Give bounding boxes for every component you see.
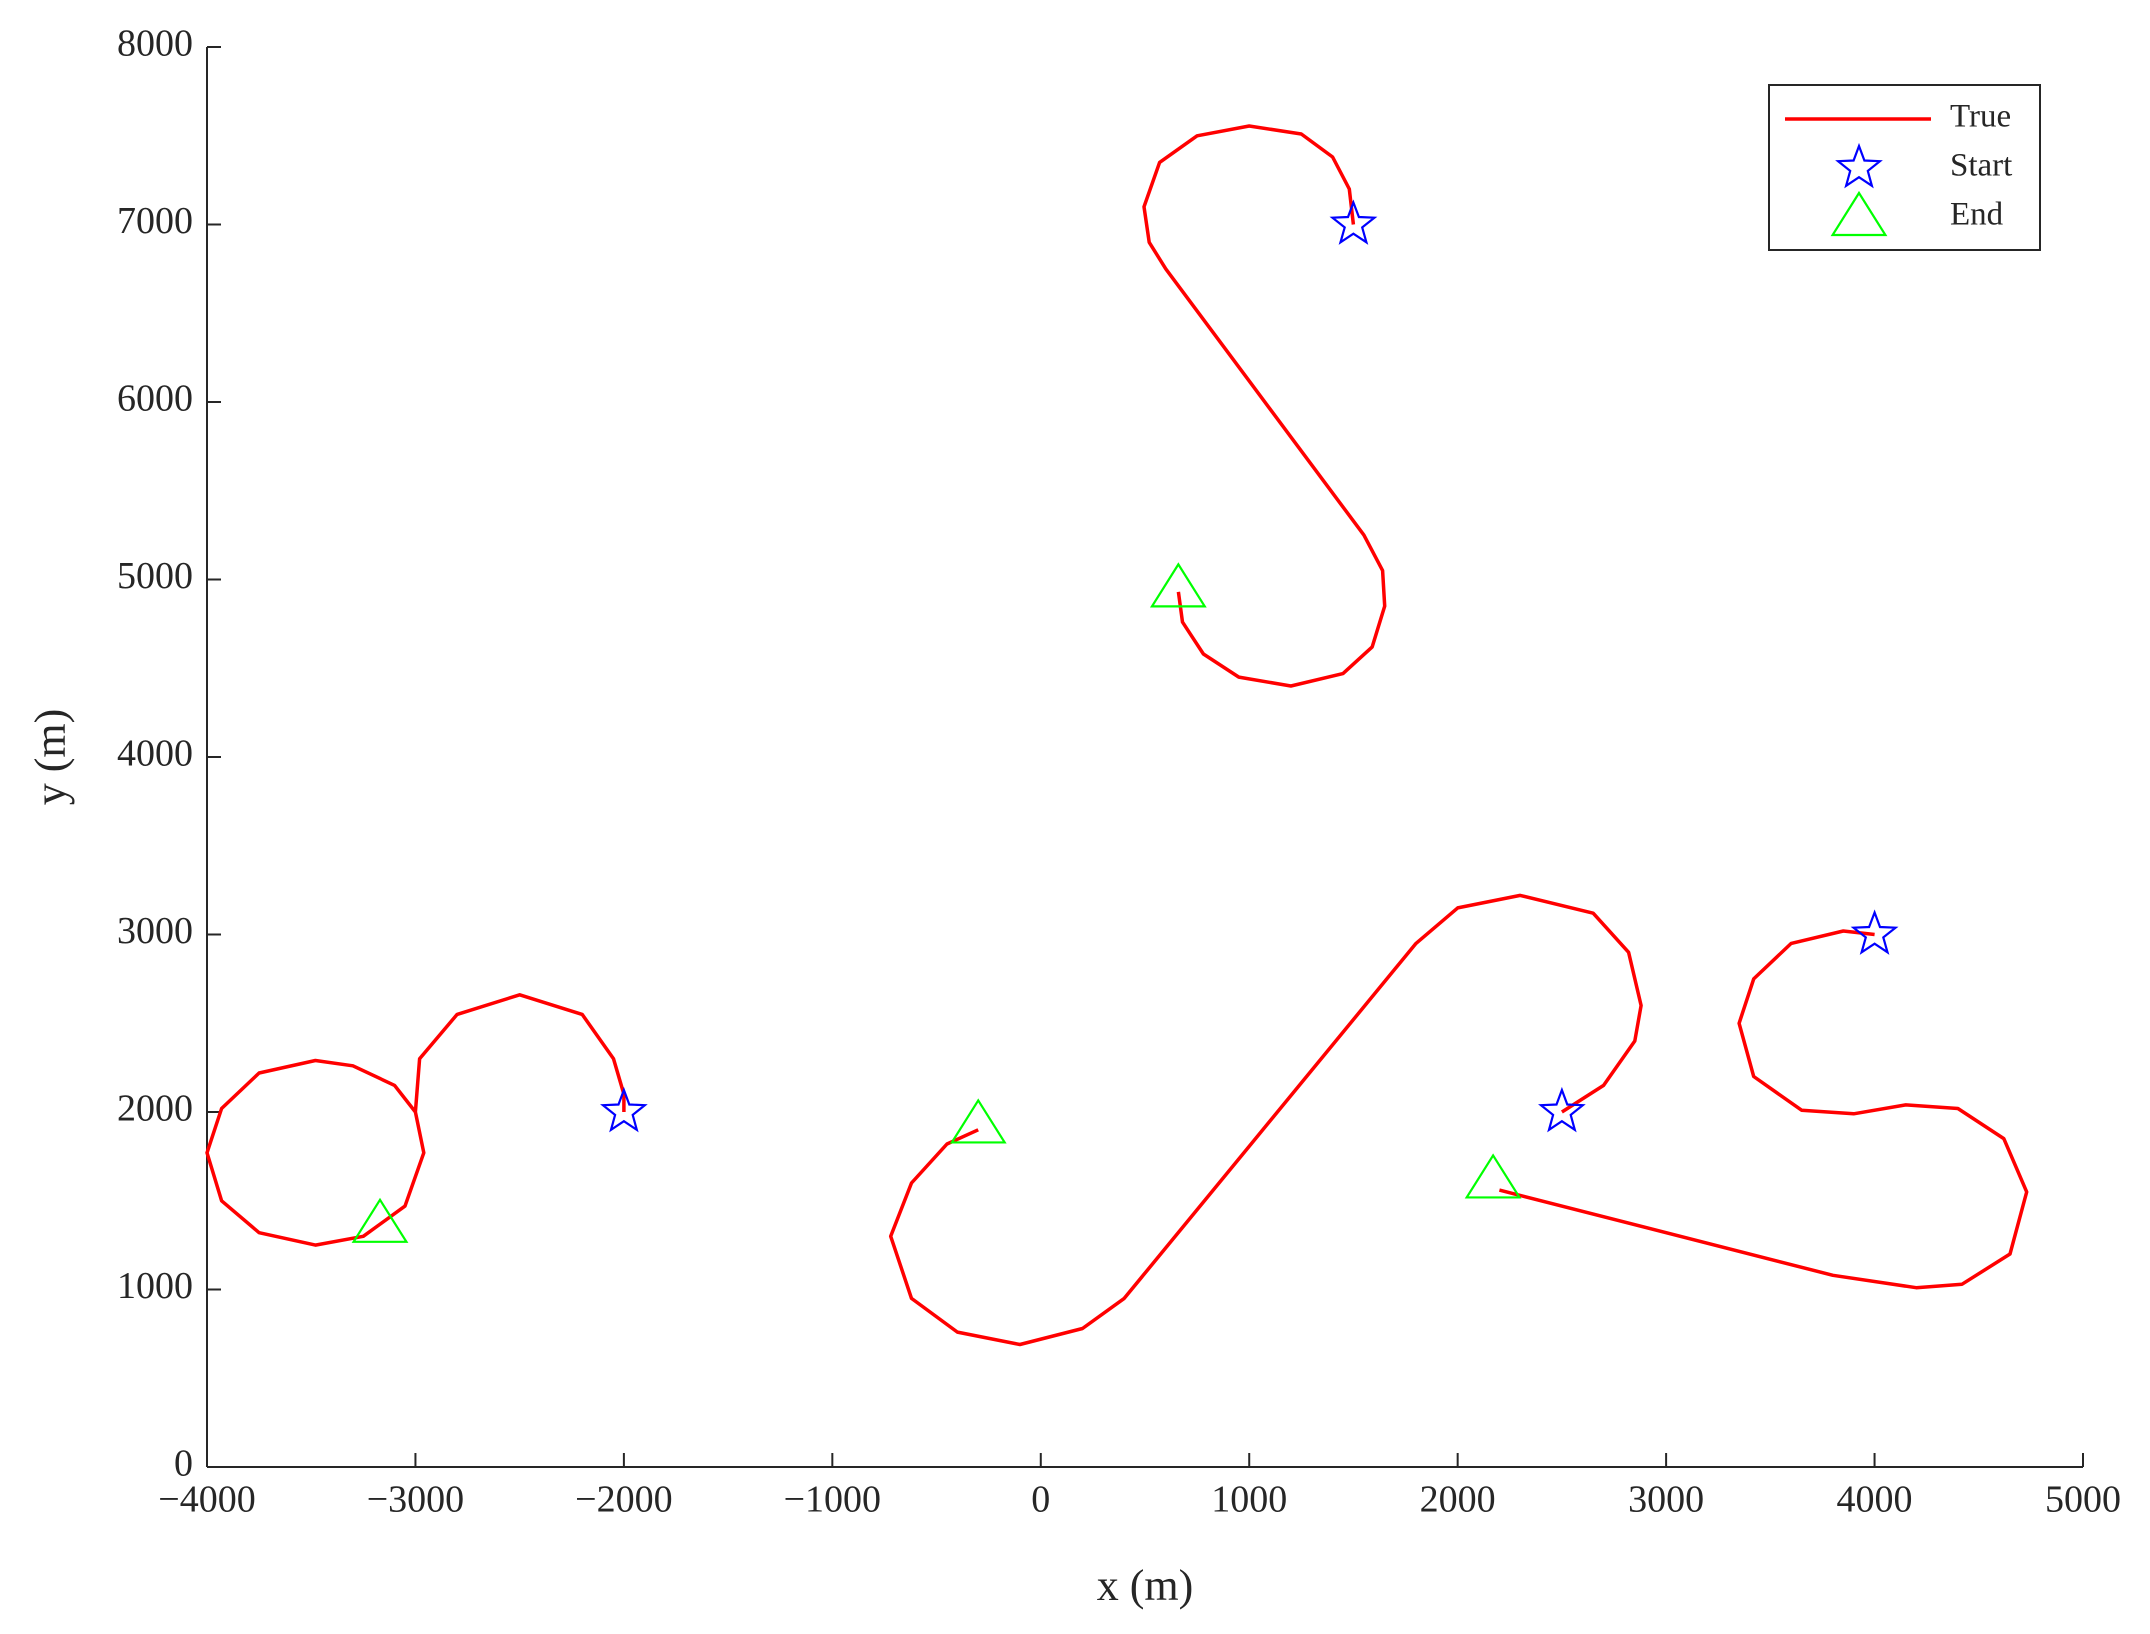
y-axis-label: y (m) <box>26 709 75 806</box>
end-marker <box>1149 562 1207 608</box>
start-marker <box>600 1086 648 1133</box>
x-tick-label: 4000 <box>1837 1479 1913 1521</box>
y-tick-label: 2000 <box>117 1088 193 1130</box>
legend-box <box>1768 84 2041 251</box>
start-marker <box>1329 199 1378 245</box>
x-axis-label: x (m) <box>1097 1561 1194 1610</box>
y-tick-label: 6000 <box>117 378 193 420</box>
x-tick-label: 3000 <box>1628 1479 1704 1521</box>
y-tick-label: 4000 <box>117 733 193 775</box>
x-tick-label: −2000 <box>575 1479 672 1521</box>
x-tick-label: −1000 <box>784 1479 881 1521</box>
y-tick-label: 8000 <box>117 23 193 65</box>
x-tick-label: 2000 <box>1420 1479 1496 1521</box>
end-marker <box>1464 1153 1522 1199</box>
y-tick-label: 3000 <box>117 910 193 952</box>
x-tick-label: −3000 <box>367 1479 464 1521</box>
y-tick-label: 5000 <box>117 555 193 597</box>
end-marker <box>351 1197 409 1243</box>
y-tick-label: 7000 <box>117 200 193 242</box>
x-tick-label: −4000 <box>158 1479 255 1521</box>
legend-label: True <box>1950 99 2011 135</box>
legend-label: Start <box>1950 148 2012 184</box>
x-tick-label: 1000 <box>1211 1479 1287 1521</box>
start-marker <box>1850 909 1899 955</box>
x-tick-label: 0 <box>1031 1479 1050 1521</box>
legend-label: End <box>1950 197 2004 233</box>
y-tick-label: 1000 <box>117 1265 193 1307</box>
start-marker <box>1538 1086 1586 1133</box>
x-tick-label: 5000 <box>2045 1479 2121 1521</box>
legend-swatch <box>1830 190 1888 237</box>
end-marker <box>949 1098 1007 1144</box>
legend-swatch <box>1835 142 1883 189</box>
legend: True Start End <box>1768 84 2041 251</box>
y-tick-label: 0 <box>174 1443 193 1485</box>
trajectory-line <box>205 124 2029 1347</box>
